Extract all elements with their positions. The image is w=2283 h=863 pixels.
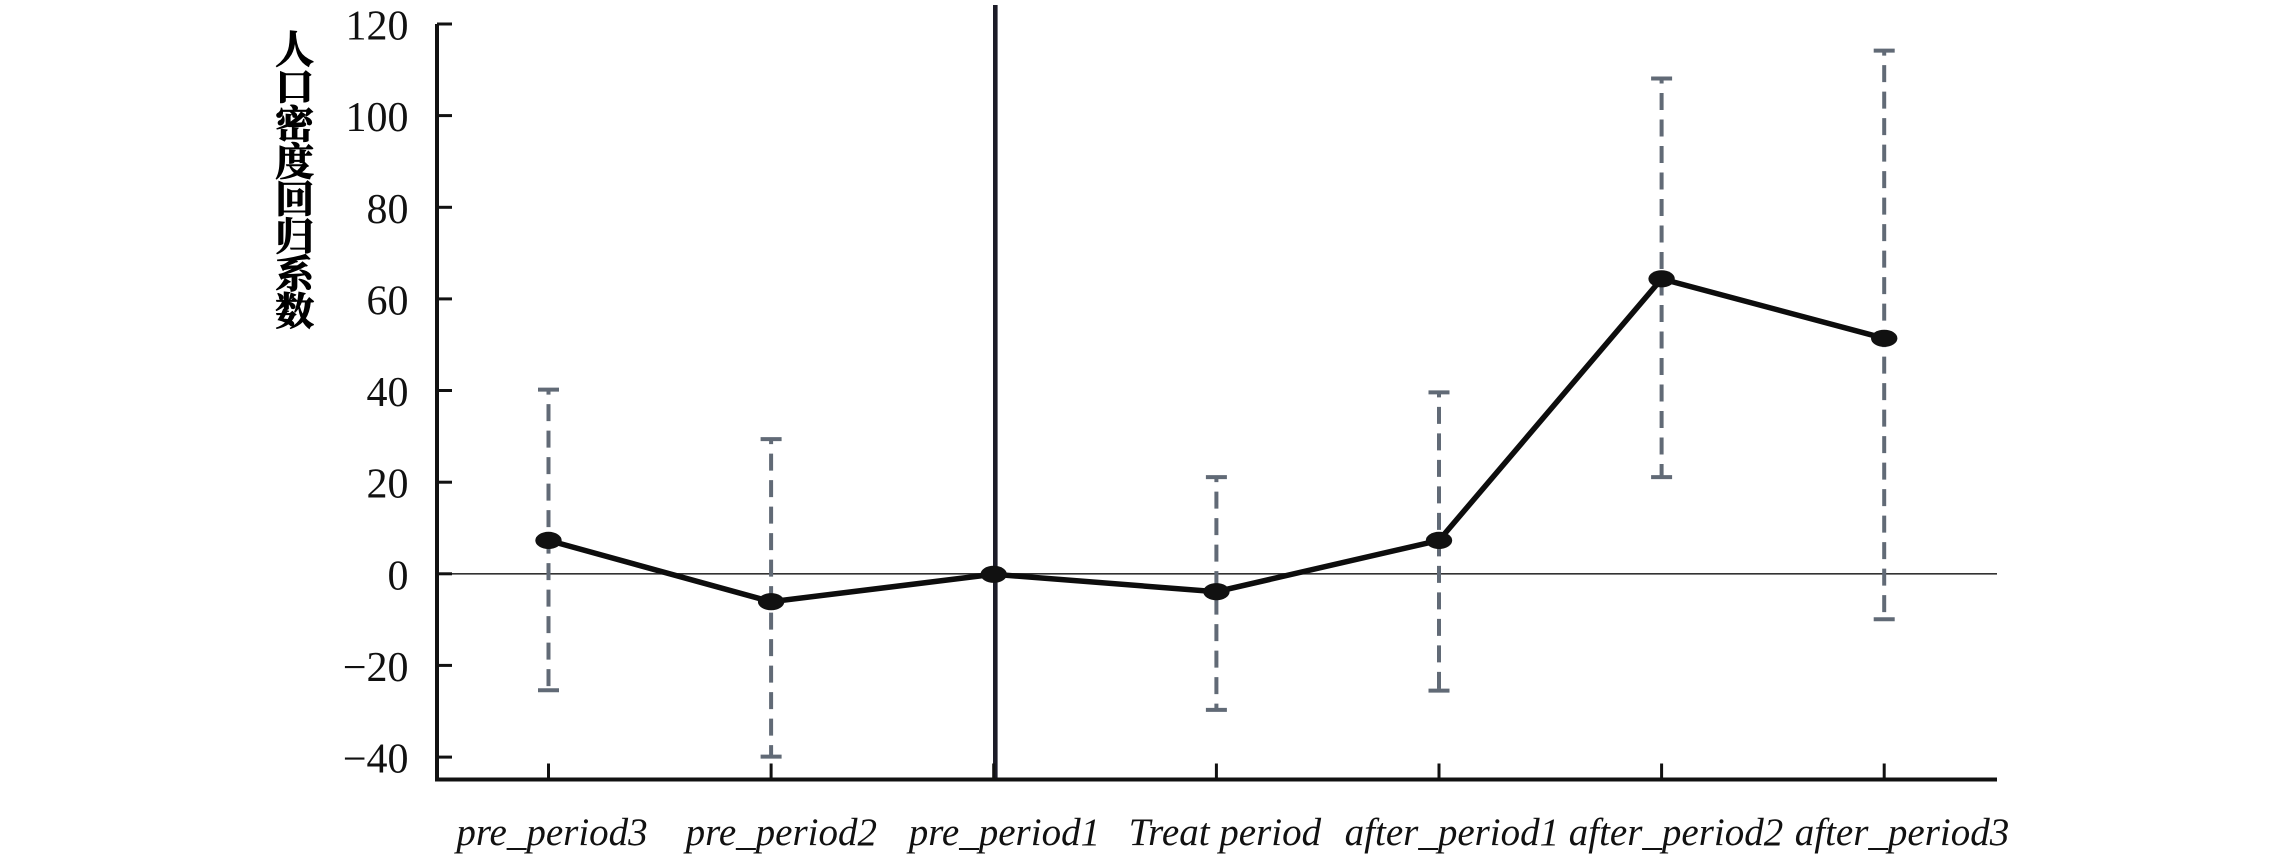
svg-text:100: 100 xyxy=(346,95,409,141)
svg-text:Treat period: Treat period xyxy=(1129,811,1322,854)
svg-text:120: 120 xyxy=(346,4,409,50)
svg-text:60: 60 xyxy=(367,278,409,324)
svg-text:−40: −40 xyxy=(343,737,409,783)
svg-text:after_period2: after_period2 xyxy=(1569,811,1783,854)
svg-text:0: 0 xyxy=(388,553,409,599)
svg-text:pre_period2: pre_period2 xyxy=(683,811,877,854)
svg-text:40: 40 xyxy=(367,370,409,416)
svg-text:−20: −20 xyxy=(343,645,409,691)
svg-text:20: 20 xyxy=(367,462,409,508)
svg-text:pre_period1: pre_period1 xyxy=(906,811,1100,854)
svg-text:80: 80 xyxy=(367,187,409,233)
svg-text:pre_period3: pre_period3 xyxy=(453,811,647,854)
svg-text:after_period3: after_period3 xyxy=(1795,811,2009,854)
svg-text:after_period1: after_period1 xyxy=(1345,811,1559,854)
